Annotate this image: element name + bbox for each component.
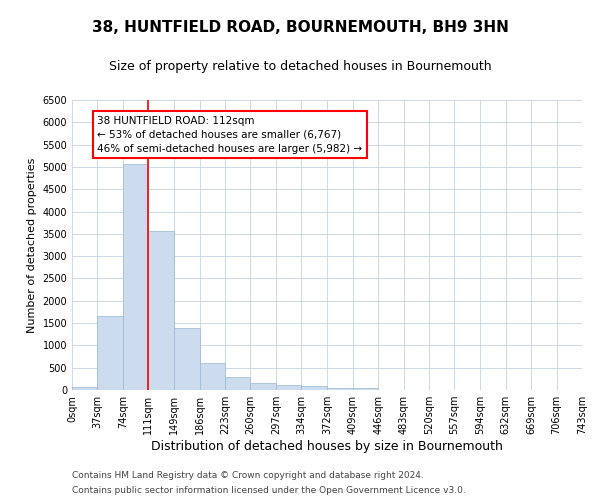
Bar <box>72 386 97 390</box>
Bar <box>328 388 353 390</box>
Text: Contains public sector information licensed under the Open Government Licence v3: Contains public sector information licen… <box>72 486 466 495</box>
Y-axis label: Number of detached properties: Number of detached properties <box>27 158 37 332</box>
Bar <box>148 230 174 390</box>
Bar <box>174 328 200 390</box>
Bar <box>225 376 250 390</box>
Bar <box>200 363 225 390</box>
Bar <box>123 164 148 390</box>
Text: 38, HUNTFIELD ROAD, BOURNEMOUTH, BH9 3HN: 38, HUNTFIELD ROAD, BOURNEMOUTH, BH9 3HN <box>92 20 508 35</box>
Bar <box>353 388 378 390</box>
Text: Contains HM Land Registry data © Crown copyright and database right 2024.: Contains HM Land Registry data © Crown c… <box>72 471 424 480</box>
Text: Size of property relative to detached houses in Bournemouth: Size of property relative to detached ho… <box>109 60 491 73</box>
Bar <box>97 316 123 390</box>
Bar <box>276 384 301 390</box>
X-axis label: Distribution of detached houses by size in Bournemouth: Distribution of detached houses by size … <box>151 440 503 453</box>
Bar <box>301 386 328 390</box>
Text: 38 HUNTFIELD ROAD: 112sqm
← 53% of detached houses are smaller (6,767)
46% of se: 38 HUNTFIELD ROAD: 112sqm ← 53% of detac… <box>97 116 362 154</box>
Bar <box>250 384 276 390</box>
